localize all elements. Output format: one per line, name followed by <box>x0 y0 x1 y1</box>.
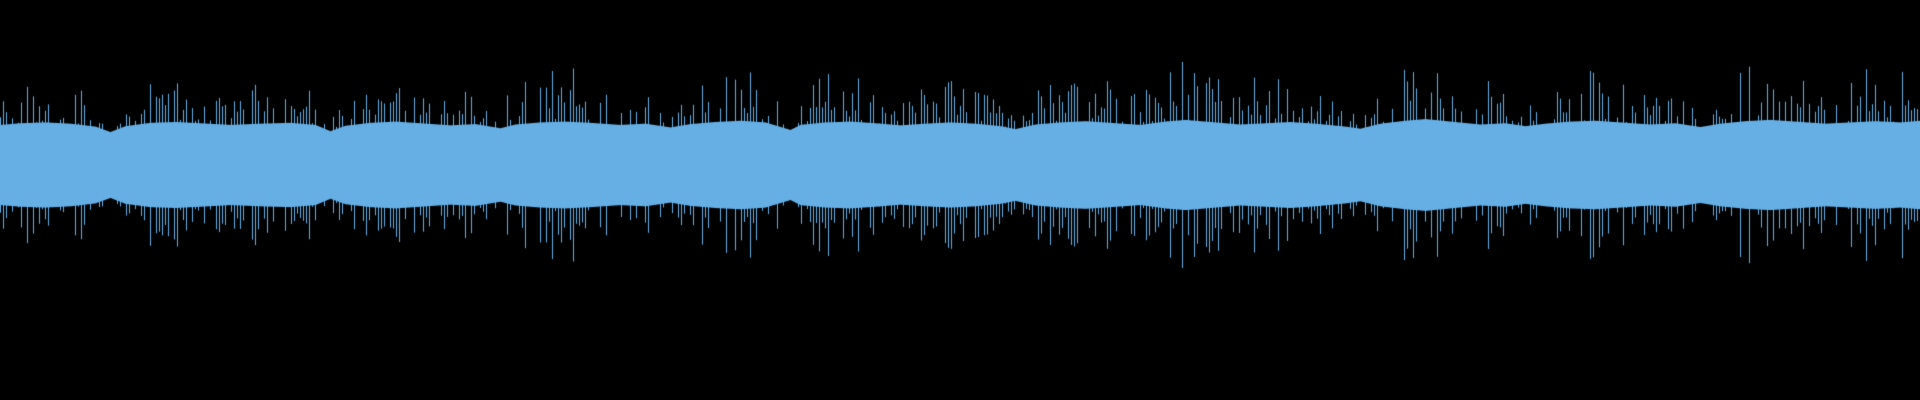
audio-waveform-viewer[interactable]: Audio Waveform <box>0 0 1920 400</box>
waveform-canvas[interactable] <box>0 0 1920 400</box>
